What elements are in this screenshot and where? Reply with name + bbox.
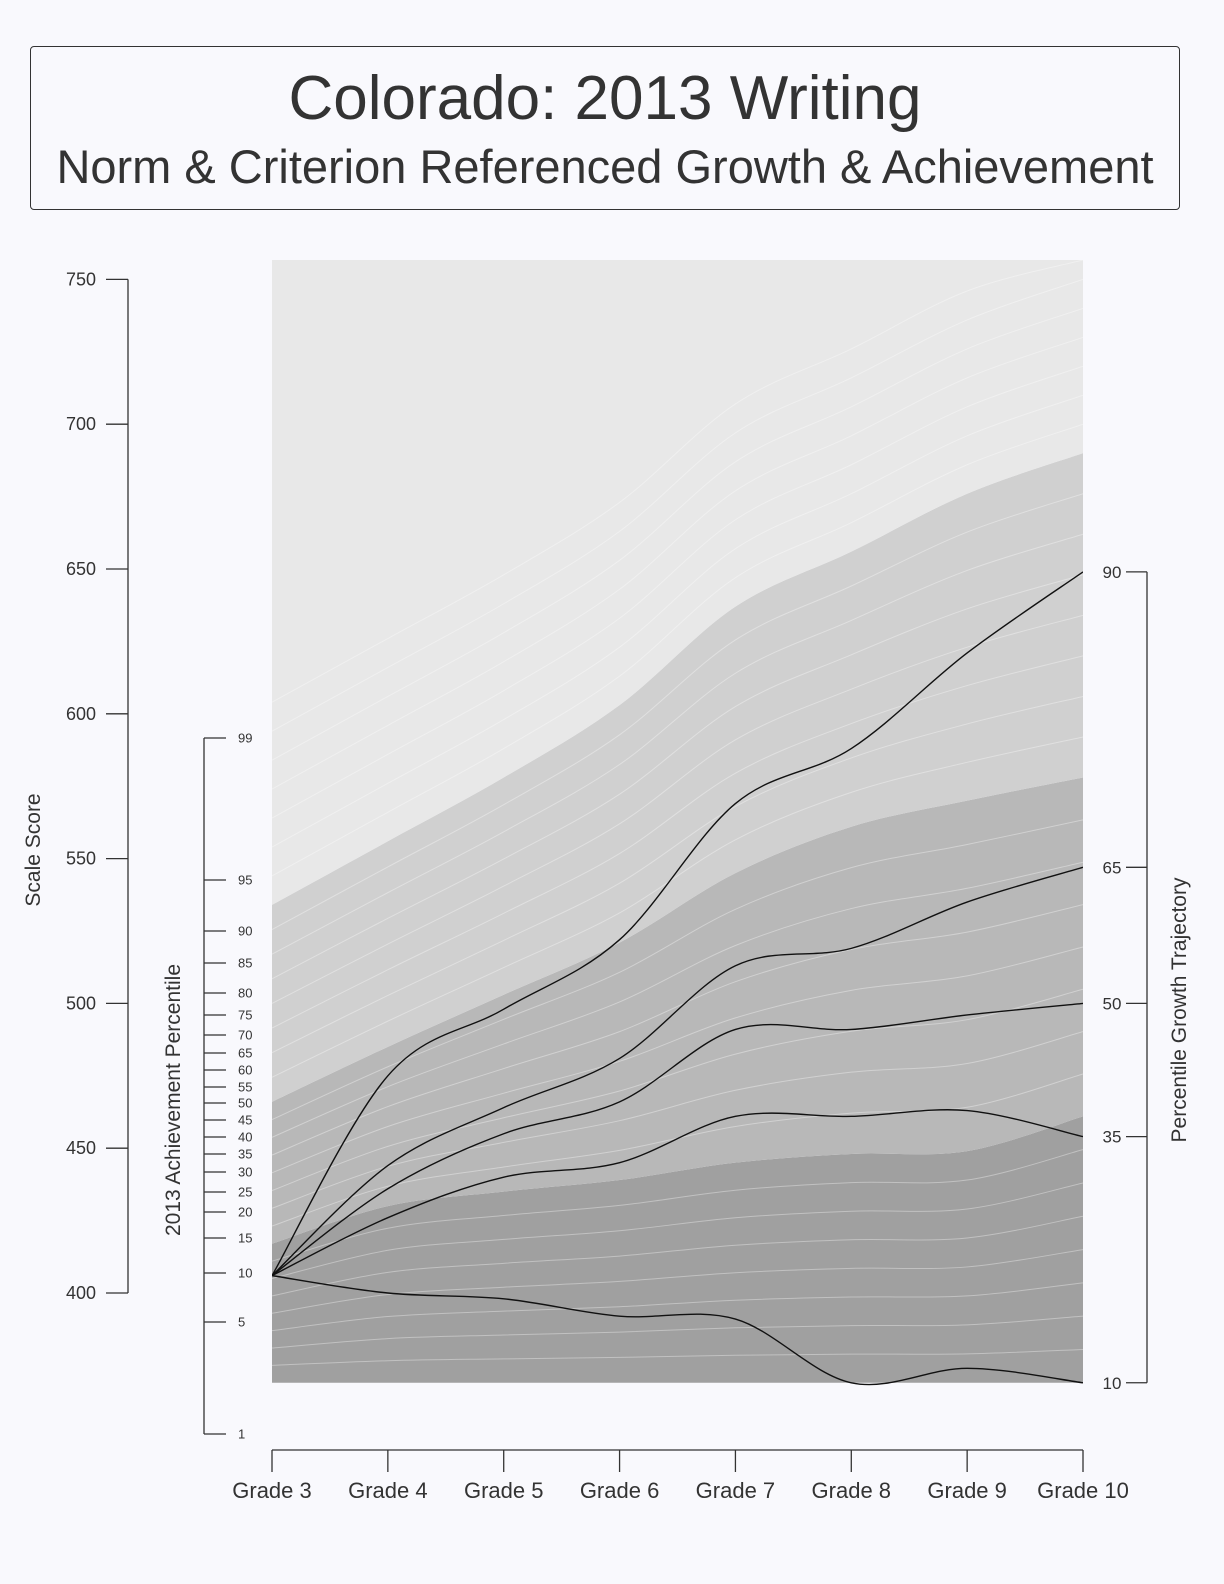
- grade-tick-label: Grade 4: [348, 1478, 428, 1503]
- percentile-grid-lines: [272, 260, 1083, 1366]
- grade-tick-label: Grade 6: [580, 1478, 660, 1503]
- performance-band-3: [272, 453, 1083, 1102]
- percentile-grid-line: [272, 861, 1083, 1138]
- percentile-grid-line: [272, 1348, 1083, 1366]
- achievement-tick-label: 20: [238, 1205, 252, 1220]
- trajectory-10: [272, 1274, 1083, 1386]
- achievement-tick-label: 25: [238, 1185, 252, 1200]
- chart-title: Colorado: 2013 Writing: [288, 64, 922, 133]
- achievement-tick-label: 95: [238, 873, 252, 888]
- growth-trajectories: [272, 571, 1083, 1386]
- scale-score-label: Scale Score: [22, 793, 45, 906]
- scale-score-tick-label: 750: [66, 269, 96, 289]
- achievement-tick-label: 85: [238, 956, 252, 971]
- achievement-tick-label: 90: [238, 924, 252, 939]
- percentile-grid-line: [272, 278, 1083, 732]
- achievement-tick-label: 30: [238, 1165, 252, 1180]
- achievement-tick-label: 35: [238, 1147, 252, 1162]
- grade-tick-label: Grade 10: [1037, 1478, 1129, 1503]
- percentile-grid-line: [272, 655, 1083, 1029]
- title-box: Colorado: 2013 Writing Norm & Criterion …: [30, 46, 1180, 210]
- percentile-grid-line: [272, 493, 1083, 930]
- percentile-grid-line: [272, 1031, 1083, 1209]
- scale-score-tick-label: 550: [66, 849, 96, 869]
- trajectory-50: [272, 1002, 1083, 1277]
- scale-score-tick-label: 450: [66, 1138, 96, 1158]
- trajectory-65: [272, 866, 1083, 1277]
- percentile-grid-line: [272, 1182, 1083, 1280]
- percentile-grid-line: [272, 614, 1083, 1004]
- percentile-grid-line: [272, 1315, 1083, 1349]
- achievement-tick-label: 99: [238, 731, 252, 746]
- achievement-tick-label: 15: [238, 1231, 252, 1246]
- achievement-tick-label: 40: [238, 1130, 252, 1145]
- scale-score-axis: 400 450 500 550 600 650 700 750: [66, 269, 129, 1303]
- percentile-grid-line: [272, 260, 1083, 703]
- scale-score-tick-label: 500: [66, 993, 96, 1013]
- scale-score-tick-label: 700: [66, 414, 96, 434]
- grade-tick-label: Grade 7: [696, 1478, 776, 1503]
- scale-score-tick-label: 400: [66, 1283, 96, 1303]
- achievement-tick-label: 60: [238, 1063, 252, 1078]
- scale-score-tick-label: 600: [66, 704, 96, 724]
- grade-tick-label: Grade 8: [812, 1478, 892, 1503]
- percentile-grid-line: [272, 365, 1083, 819]
- growth-tick-label-35: 35: [1103, 1128, 1122, 1147]
- grade-tick-label: Grade 9: [927, 1478, 1007, 1503]
- growth-trajectory-label: Percentile Growth Trajectory: [1168, 877, 1191, 1142]
- performance-band-1: [272, 1116, 1083, 1383]
- percentile-grid-line: [272, 574, 1083, 980]
- achievement-tick-label: 65: [238, 1046, 252, 1061]
- percentile-grid-line: [272, 819, 1083, 1121]
- growth-tick-label-50: 50: [1103, 994, 1122, 1013]
- growth-tick-label-65: 65: [1103, 858, 1122, 877]
- growth-tick-label-90: 90: [1103, 563, 1122, 582]
- percentile-grid-line: [272, 1249, 1083, 1314]
- scale-score-tick-label: 650: [66, 559, 96, 579]
- achievement-tick-label: 70: [238, 1028, 252, 1043]
- percentile-grid-line: [272, 988, 1083, 1192]
- achievement-tick-label: 50: [238, 1096, 252, 1111]
- percentile-grid-line: [272, 946, 1083, 1174]
- percentile-grid-line: [272, 307, 1083, 761]
- percentile-grid-line: [272, 336, 1083, 790]
- percentile-grid-line: [272, 394, 1083, 848]
- achievement-percentile-label: 2013 Achievement Percentile: [162, 964, 185, 1236]
- percentile-grid-line: [272, 904, 1083, 1156]
- performance-band-4: [272, 260, 1083, 905]
- trajectory-90: [272, 571, 1083, 1276]
- achievement-tick-label: 1: [238, 1427, 245, 1442]
- achievement-tick-label: 45: [238, 1113, 252, 1128]
- achievement-tick-label: 80: [238, 986, 252, 1001]
- percentile-grid-line: [272, 1282, 1083, 1332]
- grade-tick-label: Grade 3: [232, 1478, 312, 1503]
- achievement-tick-label: 10: [238, 1266, 252, 1281]
- trajectory-35: [272, 1109, 1083, 1277]
- achievement-tick-label: 55: [238, 1080, 252, 1095]
- percentile-grid-line: [272, 423, 1083, 877]
- achievement-tick-label: 75: [238, 1008, 252, 1023]
- percentile-grid-line: [272, 1149, 1083, 1262]
- growth-trajectory-axis: 90 65 50 35 10: [1103, 563, 1148, 1393]
- grade-tick-label: Grade 5: [464, 1478, 544, 1503]
- grade-axis: Grade 3 Grade 4 Grade 5 Grade 6 Grade 7 Grade…: [232, 1449, 1129, 1503]
- growth-tick-label-10: 10: [1103, 1374, 1122, 1393]
- achievement-tick-label: 5: [238, 1315, 245, 1330]
- performance-bands: [272, 260, 1083, 1383]
- percentile-grid-line: [272, 1215, 1083, 1297]
- percentile-grid-line: [272, 533, 1083, 955]
- percentile-grid-line: [272, 695, 1083, 1054]
- chart-subtitle: Norm & Criterion Referenced Growth & Ach…: [56, 140, 1154, 193]
